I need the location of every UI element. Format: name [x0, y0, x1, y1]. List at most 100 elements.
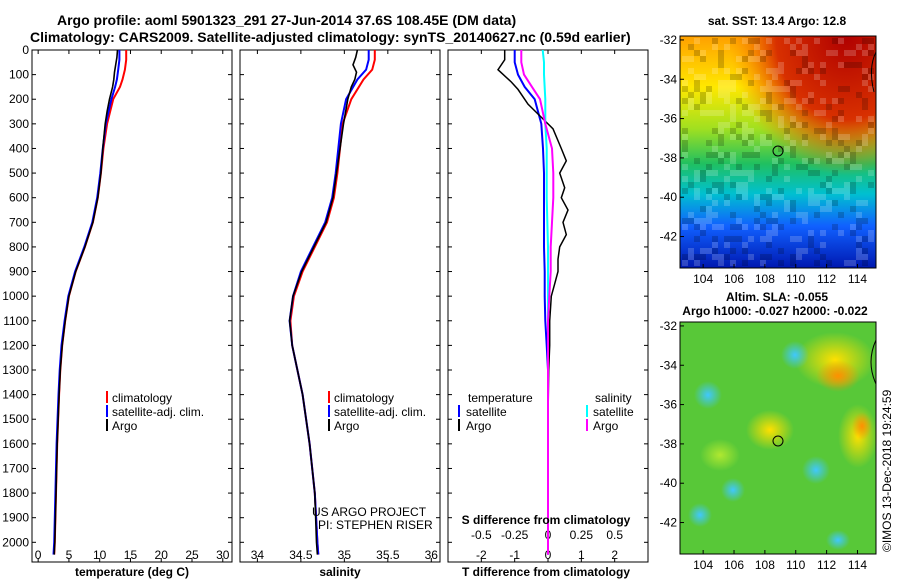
sst-texture-cell [724, 98, 730, 104]
sst-texture-cell [742, 134, 748, 140]
sst-texture-cell [730, 236, 736, 242]
sst-texture-cell [790, 86, 796, 92]
sst-texture-cell [742, 56, 748, 62]
sst-texture-cell [790, 236, 796, 242]
sst-texture-cell [694, 74, 700, 80]
sst-texture-cell [778, 194, 784, 200]
sst-texture-cell [718, 182, 724, 188]
map-lat-tick-label: -36 [660, 398, 678, 412]
sst-texture-cell [832, 134, 838, 140]
sst-texture-cell [742, 152, 748, 158]
sst-texture-cell [820, 194, 826, 200]
imos-timestamp: ©IMOS 13-Dec-2018 19:24:59 [880, 389, 894, 552]
sst-texture-cell [856, 116, 862, 122]
sst-texture-cell [868, 182, 874, 188]
sst-texture-cell [796, 122, 802, 128]
sst-texture-cell [682, 98, 688, 104]
sst-texture-cell [742, 194, 748, 200]
sst-texture-cell [802, 248, 808, 254]
sst-texture-cell [730, 260, 736, 266]
sst-texture-cell [796, 236, 802, 242]
temperature-satellite-line [52, 50, 121, 555]
sst-texture-cell [694, 254, 700, 260]
map-lon-tick-label: 110 [786, 272, 805, 286]
sst-texture-cell [754, 164, 760, 170]
sst-texture-cell [862, 236, 868, 242]
sst-texture-cell [754, 218, 760, 224]
sst-texture-cell [808, 194, 814, 200]
sst-texture-cell [862, 260, 868, 266]
sst-texture-cell [754, 224, 760, 230]
sst-texture-cell [826, 152, 832, 158]
map-lat-tick-label: -42 [660, 516, 678, 530]
sst-texture-cell [772, 224, 778, 230]
sst-texture-cell [808, 242, 814, 248]
legend-swatch-satellite [328, 405, 330, 417]
sst-texture-cell [856, 92, 862, 98]
sla-map-axes: 104 106 108 110 112 114 -32 -34 -36 -38 -40 -42 [660, 319, 868, 572]
sst-texture-cell [766, 68, 772, 74]
sst-texture-cell [790, 98, 796, 104]
legend-label-s-argo: Argo [593, 419, 619, 433]
temperature-tick-label: 25 [185, 548, 199, 562]
sst-texture-cell [724, 86, 730, 92]
sst-texture-cell [784, 176, 790, 182]
sst-texture-cell [736, 134, 742, 140]
sst-texture-cell [814, 212, 820, 218]
t-difference-axis-label: T difference from climatology [462, 565, 630, 579]
sst-texture-cell [706, 152, 712, 158]
sst-texture-cell [802, 218, 808, 224]
sst-texture-cell [814, 260, 820, 266]
depth-tick-label: 400 [9, 141, 29, 155]
t-difference-axis: -2 -1 0 1 2 [476, 50, 618, 562]
sst-texture-cell [772, 218, 778, 224]
sst-texture-cell [730, 86, 736, 92]
sst-texture-cell [772, 212, 778, 218]
sst-texture-cell [742, 242, 748, 248]
sst-texture-cell [802, 134, 808, 140]
sst-texture-cell [694, 104, 700, 110]
sst-texture-cell [730, 74, 736, 80]
t-difference-tick-label: -1 [509, 548, 520, 562]
sst-texture-cell [790, 44, 796, 50]
sst-texture-cell [766, 200, 772, 206]
sla-map-title-line1: Altim. SLA: -0.055 [726, 290, 828, 304]
sst-texture-cell [712, 242, 718, 248]
sst-texture-cell [682, 128, 688, 134]
sst-texture-cell [766, 134, 772, 140]
sst-texture-cell [766, 86, 772, 92]
depth-tick-label: 0 [22, 43, 29, 57]
sst-texture-cell [694, 260, 700, 266]
sst-texture-cell [814, 248, 820, 254]
sst-texture-cell [724, 194, 730, 200]
legend-label-t-argo: Argo [466, 419, 492, 433]
sst-texture-cell [742, 248, 748, 254]
sst-texture-cell [724, 68, 730, 74]
sst-texture-cell [694, 170, 700, 176]
s-difference-tick-label: -0.5 [471, 528, 492, 542]
sst-texture-cell [754, 116, 760, 122]
legend-label-satellite: satellite-adj. clim. [112, 405, 204, 419]
map-lon-tick-label: 108 [755, 272, 775, 286]
legend-title-salinity: salinity [595, 391, 632, 405]
sst-texture-cell [748, 152, 754, 158]
depth-tick-label: 800 [9, 240, 29, 254]
sst-texture-cell [808, 98, 814, 104]
map-lat-tick-label: -34 [660, 72, 678, 86]
sst-texture-cell [778, 146, 784, 152]
sla-high-2 [816, 360, 860, 392]
salinity-axis-label: salinity [319, 565, 361, 579]
legend-label-satellite: satellite-adj. clim. [334, 405, 426, 419]
sst-texture-cell [694, 188, 700, 194]
sst-texture-cell [856, 236, 862, 242]
sst-texture-cell [856, 254, 862, 260]
sst-texture-cell [760, 98, 766, 104]
sst-texture-cell [820, 80, 826, 86]
sst-texture-cell [766, 194, 772, 200]
sst-texture-cell [778, 62, 784, 68]
depth-tick-label: 1900 [2, 511, 29, 525]
salinity-tick-label: 35 [338, 548, 352, 562]
sst-texture-cell [736, 218, 742, 224]
sst-texture-cell [844, 194, 850, 200]
sla-coastline [870, 339, 877, 385]
